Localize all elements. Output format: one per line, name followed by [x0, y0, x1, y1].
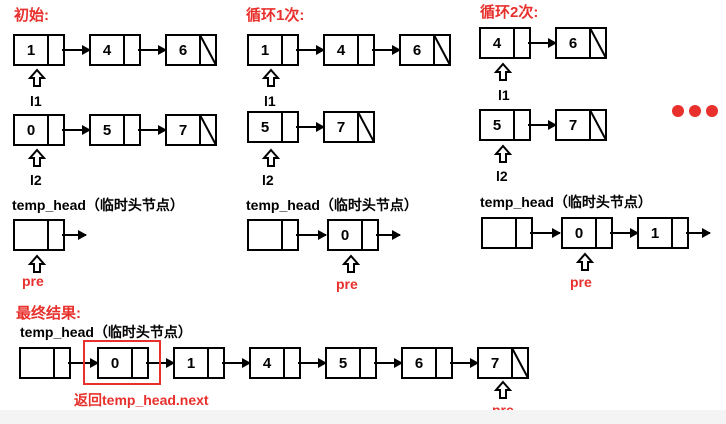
- list-node: [327, 219, 379, 251]
- ptr-l2-loop1: l2: [262, 172, 274, 188]
- temp-head-label-initial: temp_head（临时头节点）: [12, 197, 184, 213]
- node-value: 0: [575, 225, 583, 242]
- ptr-l1-loop2: l1: [498, 87, 510, 103]
- list-node: [249, 347, 301, 379]
- node-value: 5: [103, 122, 111, 139]
- list-node: [247, 34, 299, 66]
- title-initial: 初始:: [14, 6, 49, 24]
- title-loop1: 循环1次:: [246, 6, 304, 24]
- null-slash: [199, 114, 217, 146]
- temp-head-label-loop2: temp_head（临时头节点）: [480, 194, 652, 210]
- ptr-l2-loop2: l2: [496, 168, 508, 184]
- pointer-arrow-icon: [575, 252, 595, 271]
- node-value: 6: [415, 355, 423, 372]
- ptr-pre-initial: pre: [22, 273, 44, 289]
- pointer-arrow-icon: [493, 144, 513, 163]
- list-node: [97, 347, 149, 379]
- return-label: 返回temp_head.next: [74, 392, 209, 408]
- list-node: [479, 109, 531, 141]
- pointer-arrow-icon: [261, 148, 281, 167]
- temp-head-label-loop1: temp_head（临时头节点）: [246, 197, 418, 213]
- list-node: [481, 217, 533, 249]
- null-slash: [433, 34, 451, 66]
- node-value: 6: [413, 42, 421, 59]
- list-node: [401, 347, 453, 379]
- list-node: [89, 114, 141, 146]
- list-node: [479, 27, 531, 59]
- ellipsis-dot: [689, 105, 701, 117]
- ellipsis-dot: [672, 105, 684, 117]
- list-node: [561, 217, 613, 249]
- list-node: [13, 34, 65, 66]
- list-node: [637, 217, 689, 249]
- pointer-arrow-icon: [27, 148, 47, 167]
- temp-head-label-final: temp_head（临时头节点）: [20, 324, 192, 340]
- list-node: [13, 219, 65, 251]
- pointer-arrow-icon: [341, 254, 361, 273]
- node-value: 4: [493, 35, 502, 52]
- title-final: 最终结果:: [16, 304, 81, 322]
- list-node: [247, 111, 299, 143]
- pointer-arrow-icon: [493, 380, 513, 399]
- node-value: 6: [179, 42, 187, 59]
- node-value: 5: [261, 119, 269, 136]
- ptr-l1-loop1: l1: [264, 93, 276, 109]
- list-node: [89, 34, 141, 66]
- null-slash: [199, 34, 217, 66]
- node-value: 1: [27, 42, 35, 59]
- node-value: 0: [27, 122, 35, 139]
- null-slash: [511, 347, 529, 379]
- node-value: 7: [179, 122, 187, 139]
- node-value: 1: [651, 225, 659, 242]
- node-value: 1: [261, 42, 269, 59]
- linked-list-layer: 1 4 6 0 5 7 1 4 6 5 7 0 4 6 5 7 0 1 0 1 4 5 6 7: [13, 27, 711, 399]
- ellipsis-dot: [706, 105, 718, 117]
- title-loop2: 循环2次:: [480, 3, 538, 21]
- list-node: [13, 114, 65, 146]
- pointer-arrow-icon: [27, 68, 47, 87]
- return-highlight: [83, 340, 161, 385]
- ptr-pre-loop1: pre: [336, 276, 358, 292]
- null-slash: [589, 27, 607, 59]
- bottom-strip: [0, 410, 726, 424]
- node-value: 1: [187, 355, 195, 372]
- node-value: 5: [493, 117, 501, 134]
- list-node: [173, 347, 225, 379]
- node-value: 5: [339, 355, 347, 372]
- list-node: [19, 347, 71, 379]
- node-value: 4: [337, 42, 346, 59]
- node-value: 4: [103, 42, 112, 59]
- node-value: 7: [491, 355, 499, 372]
- node-value: 7: [337, 119, 345, 136]
- ptr-l1-initial: l1: [30, 93, 42, 109]
- node-value: 6: [569, 35, 577, 52]
- pointer-arrow-icon: [27, 254, 47, 273]
- node-value: 7: [569, 117, 577, 134]
- node-value: 0: [111, 355, 119, 372]
- node-value: 4: [263, 355, 272, 372]
- node-value: 0: [341, 227, 349, 244]
- ptr-l2-initial: l2: [30, 172, 42, 188]
- pointer-arrow-icon: [493, 62, 513, 81]
- pointer-arrow-icon: [261, 68, 281, 87]
- ptr-pre-loop2: pre: [570, 274, 592, 290]
- list-node: [323, 34, 375, 66]
- null-slash: [357, 111, 375, 143]
- list-node: [325, 347, 377, 379]
- null-slash: [589, 109, 607, 141]
- list-node: [247, 219, 299, 251]
